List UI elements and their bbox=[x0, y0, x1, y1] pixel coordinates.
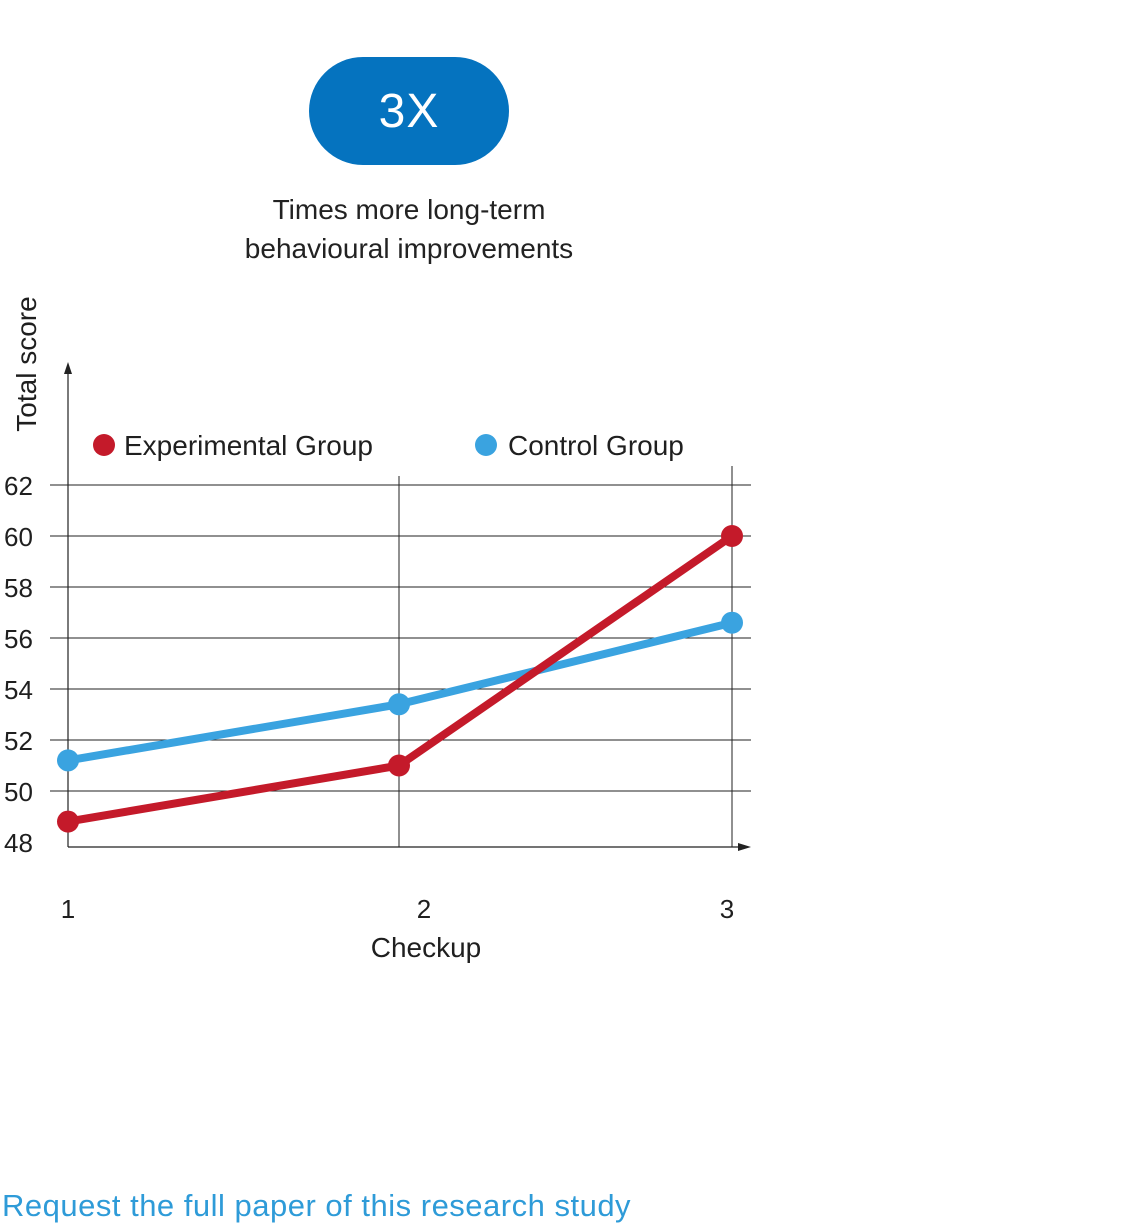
line-chart: 48 50 52 54 56 58 60 62 1 2 3 Experimental Group Co… bbox=[4, 296, 751, 963]
x-axis-label: Checkup bbox=[371, 932, 482, 963]
y-tick-label: 52 bbox=[4, 726, 33, 756]
data-point bbox=[388, 693, 410, 716]
x-tick-label: 2 bbox=[417, 894, 431, 924]
data-point bbox=[721, 611, 743, 634]
x-axis-arrow bbox=[738, 843, 751, 851]
y-axis-arrow bbox=[64, 362, 72, 374]
data-point bbox=[388, 754, 410, 777]
y-tick-label: 54 bbox=[4, 675, 33, 705]
legend-marker bbox=[93, 434, 115, 456]
grid bbox=[50, 466, 751, 847]
stat-value: 3X bbox=[378, 84, 440, 138]
y-tick-label: 60 bbox=[4, 522, 33, 552]
x-tick-label: 1 bbox=[61, 894, 75, 924]
legend-label: Experimental Group bbox=[124, 430, 373, 461]
legend-marker bbox=[475, 434, 497, 456]
x-tick-label: 3 bbox=[720, 894, 734, 924]
series-line bbox=[64, 532, 736, 826]
stat-caption-line-2: behavioural improvements bbox=[244, 233, 574, 264]
y-tick-label: 50 bbox=[4, 777, 33, 807]
legend-label: Control Group bbox=[508, 430, 684, 461]
y-tick-label: 62 bbox=[4, 471, 33, 501]
stat-caption-line-1: Times more long-term bbox=[272, 194, 546, 225]
stat-caption: Times more long-term behavioural improve… bbox=[209, 190, 609, 268]
y-tick-label: 48 bbox=[4, 828, 33, 858]
y-tick-label: 56 bbox=[4, 624, 33, 654]
y-tick-label: 58 bbox=[4, 573, 33, 603]
data-point bbox=[57, 749, 79, 772]
series bbox=[57, 525, 743, 833]
tick-labels: 48 50 52 54 56 58 60 62 1 2 3 bbox=[4, 471, 734, 924]
stat-badge: 3X bbox=[309, 57, 509, 165]
data-point bbox=[57, 810, 79, 833]
legend: Experimental Group Control Group bbox=[93, 430, 684, 461]
request-paper-link[interactable]: Request the full paper of this research … bbox=[2, 1188, 632, 1223]
data-point bbox=[721, 525, 743, 547]
y-axis-label: Total score bbox=[11, 296, 42, 431]
